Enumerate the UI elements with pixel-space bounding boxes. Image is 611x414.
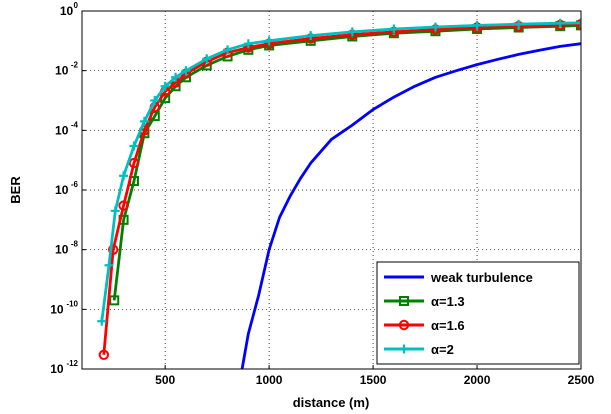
data-point (104, 260, 114, 270)
data-point (223, 45, 233, 55)
data-point (430, 22, 440, 32)
data-point (264, 36, 274, 46)
data-point (576, 18, 581, 28)
x-tick-label: 1500 (360, 373, 387, 387)
y-tick-base: 10 (55, 243, 69, 257)
y-tick-base: 10 (55, 123, 69, 137)
data-point (555, 18, 565, 28)
data-point (202, 54, 212, 64)
y-tick-base: 10 (55, 183, 69, 197)
series-line (240, 42, 581, 369)
y-tick-exponent: -8 (71, 240, 79, 249)
data-point (243, 39, 253, 49)
data-point (118, 200, 129, 211)
y-tick-exponent: -12 (66, 359, 78, 368)
legend-label: α=1.3 (431, 294, 465, 309)
y-axis-label: BER (8, 176, 23, 204)
series-layer (97, 18, 581, 369)
x-tick-label: 2000 (464, 373, 491, 387)
series-line (100, 21, 581, 322)
legend: weak turbulence α=1.3 α=1.6 α=2 (376, 261, 580, 365)
legend-label: α=1.6 (431, 318, 465, 333)
legend-item: α=1.3 (384, 294, 465, 309)
data-point (389, 24, 399, 34)
legend-item: α=2 (384, 342, 454, 357)
series-0 (240, 42, 581, 369)
data-point (150, 96, 160, 105)
x-tick-label: 1000 (256, 373, 283, 387)
data-point (109, 295, 120, 306)
legend-item: weak turbulence (384, 270, 533, 285)
series-line (112, 24, 581, 301)
data-point (110, 206, 120, 216)
legend-swatch-marker (398, 319, 410, 331)
series-clip-group (97, 18, 581, 369)
legend-label: α=2 (431, 342, 454, 357)
x-tick-label: 500 (155, 373, 175, 387)
y-tick-exponent: -10 (66, 299, 78, 308)
data-point (107, 244, 119, 255)
y-tick-base: 10 (50, 362, 64, 376)
legend-label: weak turbulence (430, 270, 533, 285)
y-tick-base: 10 (60, 4, 74, 18)
legend-swatch-marker (399, 344, 409, 354)
x-axis-label: distance (m) (293, 395, 370, 410)
data-point (97, 316, 107, 326)
x-tick-label: 2500 (568, 373, 595, 387)
y-tick-label: 010 (60, 1, 79, 18)
y-tick-label: -210 (55, 61, 78, 78)
y-tick-exponent: -6 (71, 180, 79, 189)
data-point (472, 20, 482, 30)
data-point (181, 66, 191, 76)
data-point (98, 349, 110, 360)
y-tick-base: 10 (55, 64, 69, 78)
legend-swatch-marker (399, 296, 409, 306)
y-tick-exponent: -2 (71, 61, 79, 70)
data-point (128, 157, 140, 169)
y-tick-base: 10 (50, 302, 64, 316)
data-point (119, 171, 129, 181)
data-point (139, 116, 149, 126)
y-tick-label: -610 (55, 180, 78, 197)
y-tick-label: -810 (55, 240, 78, 257)
y-tick-label: -410 (55, 120, 78, 137)
y-tick-exponent: 0 (74, 1, 79, 10)
data-point (171, 72, 181, 82)
data-point (306, 31, 316, 41)
data-point (160, 81, 170, 91)
data-point (514, 19, 524, 29)
legend-box (376, 261, 580, 365)
y-tick-exponent: -4 (71, 120, 79, 129)
data-point (347, 27, 357, 37)
data-point (129, 141, 139, 151)
series-3 (97, 18, 581, 326)
x-axis-ticks: 500 1000 1500 2000 2500 (155, 365, 595, 387)
legend-item: α=1.6 (384, 318, 465, 333)
